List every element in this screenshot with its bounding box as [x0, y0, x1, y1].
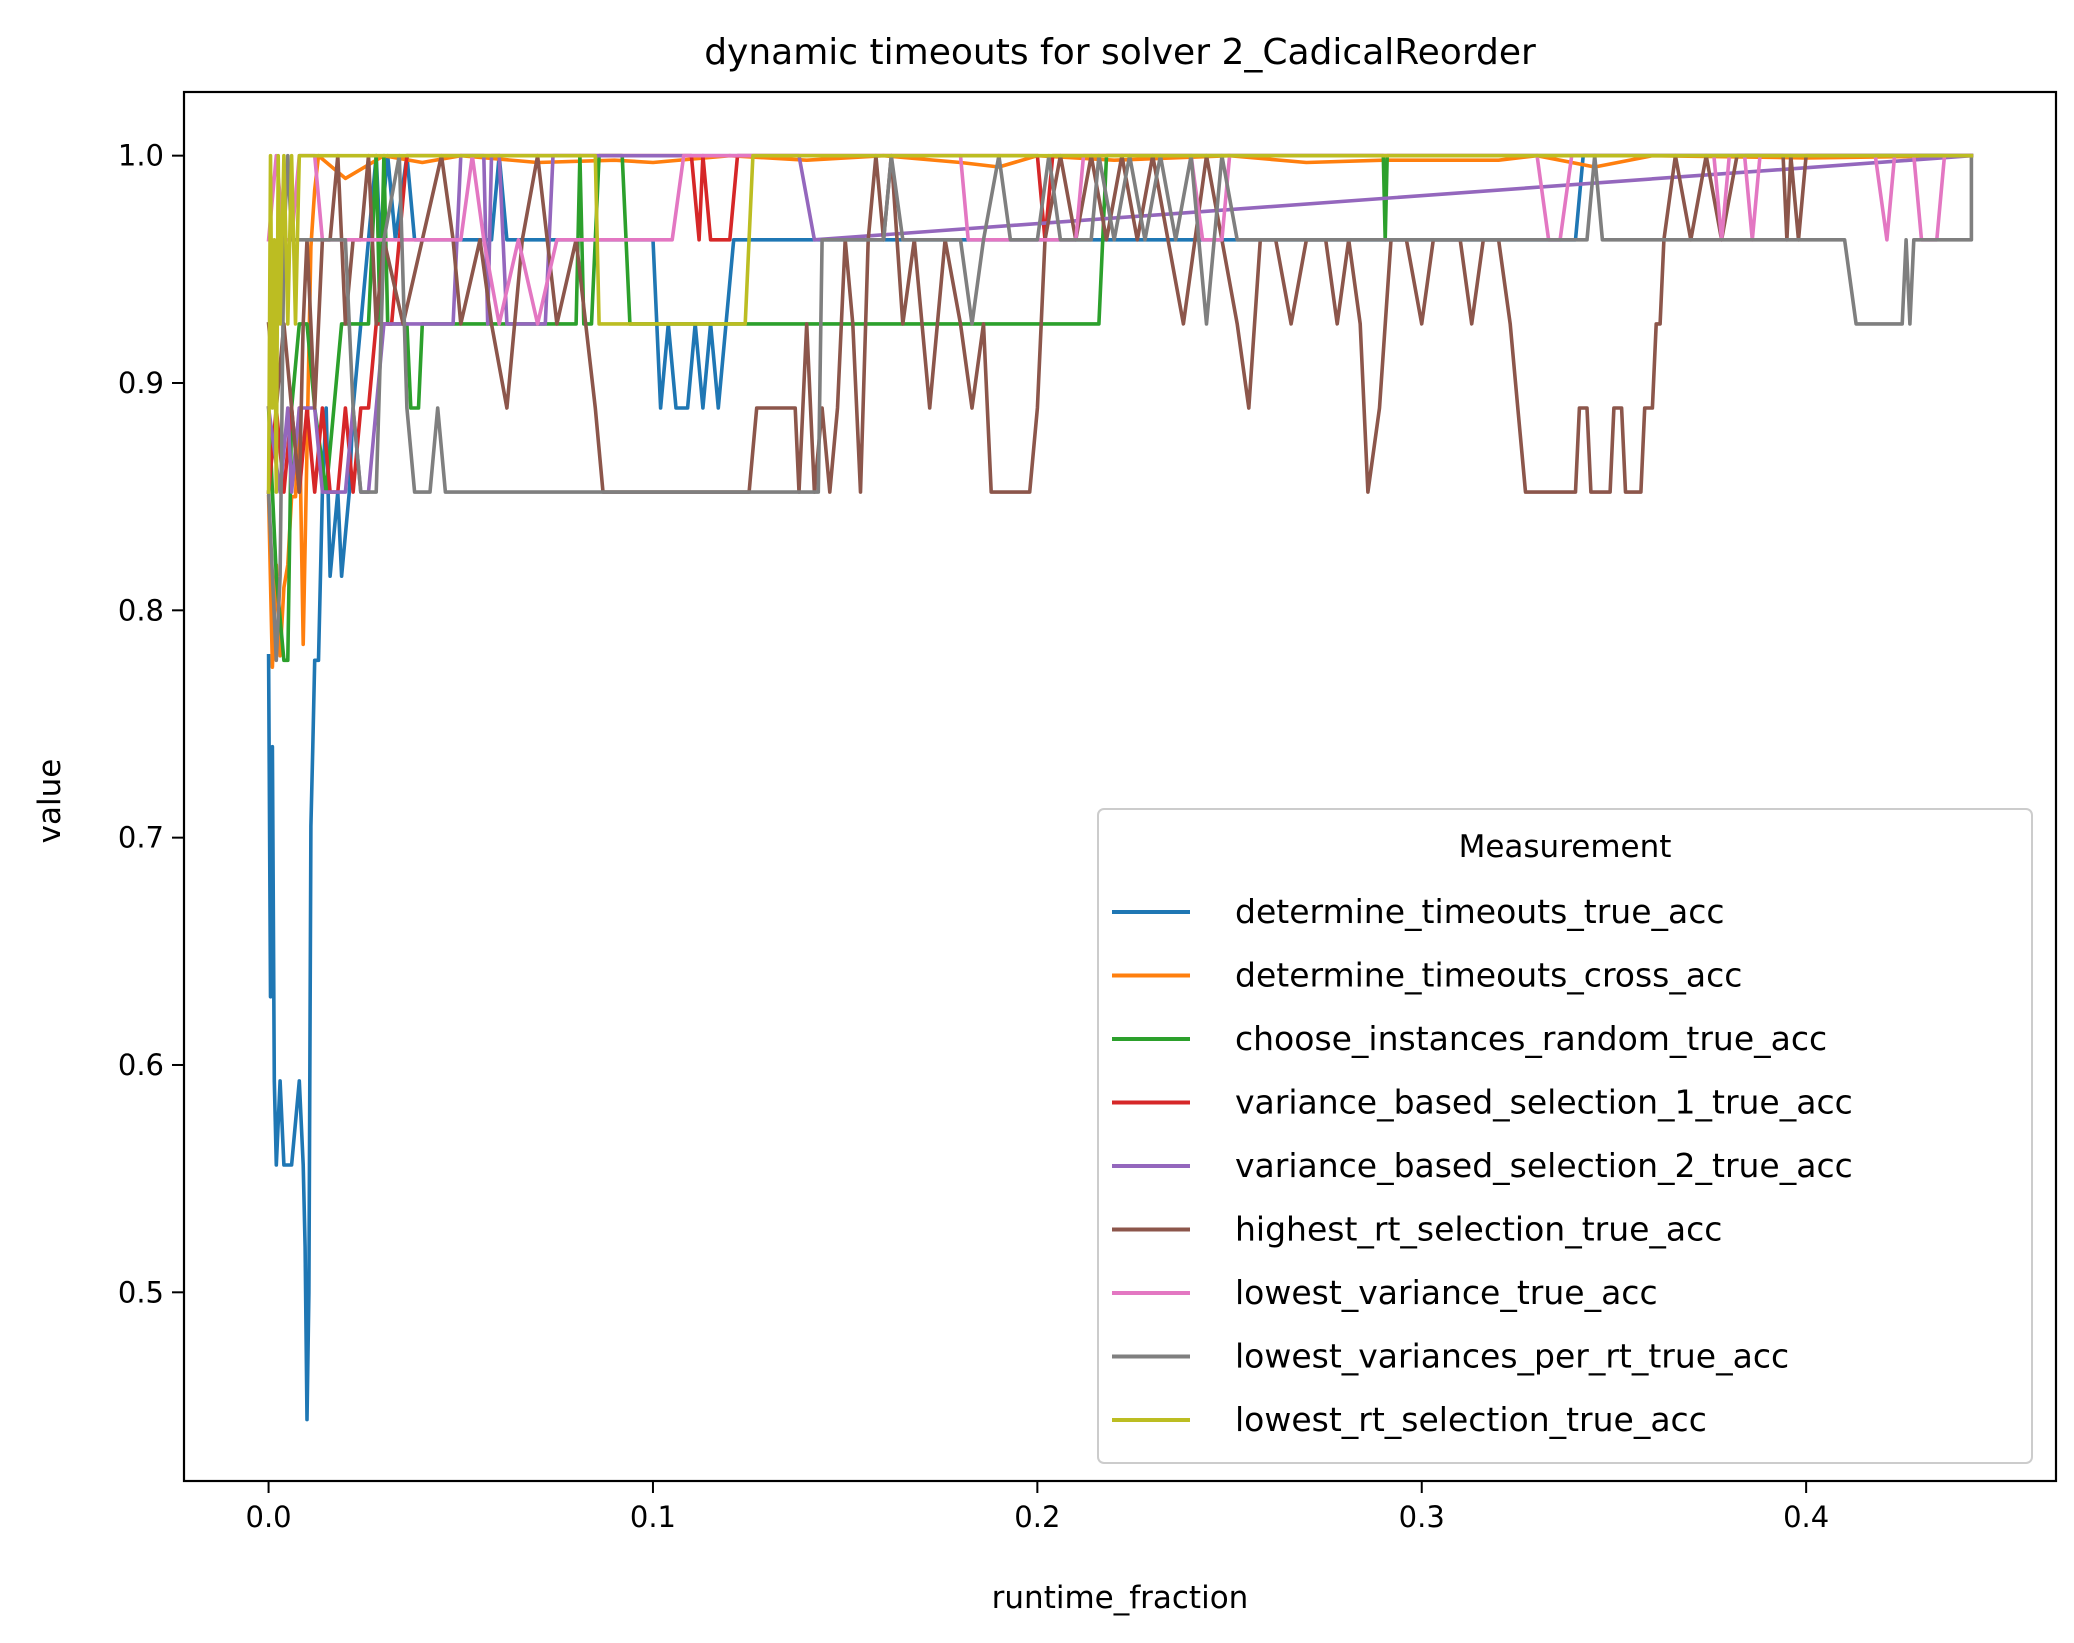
plot-series	[266, 153, 1974, 1422]
x-axis-ticks: 0.0 0.1 0.2 0.3 0.4	[246, 1481, 1829, 1534]
legend-label: lowest_variances_per_rt_true_acc	[1235, 1337, 1789, 1376]
legend-title: Measurement	[1459, 829, 1672, 865]
legend-label: lowest_rt_selection_true_acc	[1235, 1400, 1707, 1439]
legend-label: variance_based_selection_2_true_acc	[1235, 1146, 1853, 1185]
legend-label: variance_based_selection_1_true_acc	[1235, 1083, 1853, 1122]
y-tick-label: 0.7	[118, 821, 164, 855]
series-line-lowest-variances-per-rt-true-acc	[266, 153, 1974, 663]
plot-area-frame	[182, 90, 2058, 1483]
y-tick-label: 1.0	[118, 139, 164, 173]
y-tick-label: 0.5	[118, 1275, 164, 1309]
legend-label: determine_timeouts_true_acc	[1235, 892, 1725, 931]
y-tick-label: 0.9	[118, 366, 164, 400]
y-axis-label: value	[32, 759, 68, 844]
x-tick-label: 0.1	[630, 1500, 676, 1534]
x-tick-label: 0.2	[1014, 1500, 1060, 1534]
legend-label: determine_timeouts_cross_acc	[1235, 956, 1742, 995]
x-tick-label: 0.3	[1399, 1500, 1445, 1534]
series-line-lowest-variance-true-acc	[266, 153, 1974, 326]
legend-label: choose_instances_random_true_acc	[1235, 1019, 1827, 1058]
legend: Measurement determine_timeouts_true_accde…	[1097, 808, 2033, 1464]
y-axis-ticks: 0.5 0.6 0.7 0.8 0.9 1.0	[118, 139, 184, 1309]
y-tick-label: 0.6	[118, 1048, 164, 1082]
x-axis-label: runtime_fraction	[992, 1580, 1249, 1616]
x-tick-label: 0.0	[246, 1500, 292, 1534]
legend-label: lowest_variance_true_acc	[1235, 1273, 1658, 1312]
chart-title: dynamic timeouts for solver 2_CadicalReo…	[704, 32, 1536, 73]
series-line-highest-rt-selection-true-acc	[266, 153, 1974, 494]
legend-box	[1097, 808, 2033, 1464]
series-line-variance-based-selection-2-true-acc	[266, 153, 1974, 494]
series-line-lowest-rt-selection-true-acc	[266, 153, 1974, 494]
y-tick-label: 0.8	[118, 593, 164, 627]
legend-label: highest_rt_selection_true_acc	[1235, 1210, 1722, 1249]
x-tick-label: 0.4	[1783, 1500, 1829, 1534]
